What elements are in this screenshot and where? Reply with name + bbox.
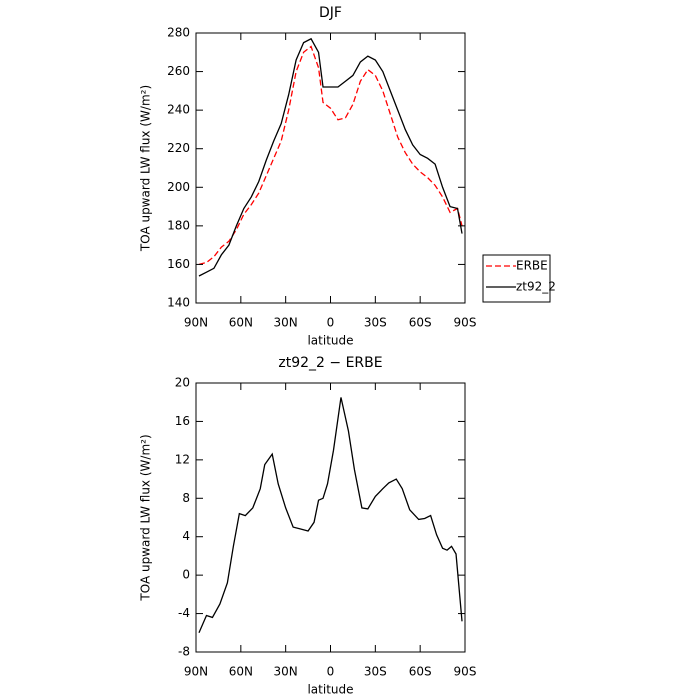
y-tick-label: 180 [167,218,190,232]
plot-frame [195,382,466,653]
y-tick-label: 20 [175,376,190,390]
x-tick-label: 60S [409,665,432,679]
plot-frame [195,32,466,304]
x-tick-label: 30S [364,316,387,330]
y-tick-label: 220 [167,141,190,155]
x-tick-label: 90S [454,665,477,679]
y-tick-label: -8 [178,645,190,659]
data-line [198,45,463,266]
x-axis-label: latitude [307,683,353,697]
x-tick-label: 90S [454,316,477,330]
legend: ERBE zt92_2 [482,254,556,303]
y-axis-label: TOA upward LW flux (W/m²) [139,85,153,252]
y-tick-label: 12 [175,452,190,466]
data-line [198,397,463,634]
x-tick-label: 60N [229,665,253,679]
chart-title: zt92_2 − ERBE [278,355,382,371]
legend-label: zt92_2 [516,280,556,294]
data-line [198,37,463,277]
y-tick-label: 16 [175,414,190,428]
x-tick-label: 0 [327,316,335,330]
x-tick-label: 0 [327,665,335,679]
y-tick-label: 200 [167,180,190,194]
x-tick-label: 60N [229,316,253,330]
y-tick-label: 140 [167,296,190,310]
y-tick-label: 0 [182,568,190,582]
x-tick-label: 30S [364,665,387,679]
y-axis-label: TOA upward LW flux (W/m²) [139,434,153,601]
y-tick-label: 240 [167,103,190,117]
x-tick-label: 30N [274,316,298,330]
x-tick-label: 60S [409,316,432,330]
y-tick-label: 4 [182,529,190,543]
y-tick-label: 260 [167,64,190,78]
y-tick-label: 280 [167,26,190,40]
x-tick-label: 30N [274,665,298,679]
x-tick-label: 90N [184,316,208,330]
y-tick-label: 160 [167,257,190,271]
legend-box [482,254,551,303]
y-tick-label: -4 [178,606,190,620]
chart-title: DJF [319,5,342,21]
x-tick-label: 90N [184,665,208,679]
y-tick-label: 8 [182,491,190,505]
legend-label: ERBE [516,259,548,273]
x-axis-label: latitude [307,334,353,348]
